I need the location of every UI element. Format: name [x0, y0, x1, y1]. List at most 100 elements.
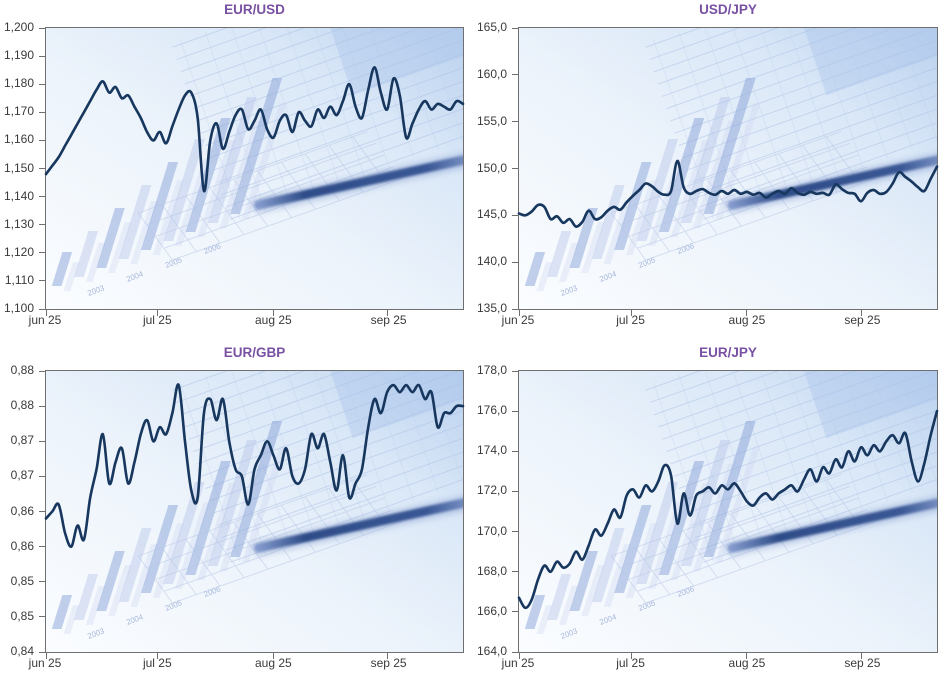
y-axis-tick-label: 1,160: [3, 132, 34, 147]
x-axis-tick-mark: [746, 653, 748, 659]
y-axis-tick-mark: [39, 139, 45, 141]
x-axis-tick-mark: [861, 310, 863, 316]
y-axis-tick-mark: [512, 370, 518, 372]
y-axis-tick-label: 0,88: [10, 363, 34, 377]
x-axis-tick-mark: [45, 653, 47, 659]
price-line: [517, 159, 939, 228]
y-axis-labels: 178,0 176,0 174,0 172,0 170,0 168,0 166,0 164,0: [473, 363, 514, 658]
y-axis-tick-label: 0,86: [10, 503, 34, 518]
x-axis-tick-mark: [518, 310, 520, 316]
y-axis-tick-label: 160,0: [476, 66, 507, 81]
y-axis-tick-mark: [39, 546, 45, 548]
y-axis-labels: 0,88 0,88 0,87 0,87 0,86 0,86 0,85 0,85 0,84: [0, 363, 41, 658]
y-axis-tick-label: 1,120: [3, 244, 34, 259]
y-axis-tick-label: 165,0: [476, 20, 507, 34]
x-axis-tick-mark: [630, 310, 632, 316]
y-axis-tick-label: 0,87: [10, 433, 34, 448]
plot-area: 2003 2004 2005 2006: [39, 370, 465, 659]
y-axis-tick-mark: [39, 83, 45, 85]
y-axis-tick-mark: [512, 214, 518, 216]
chart-panel-eur-jpy: EUR/JPY 178,0 176,0 174,0 172,0 170,0 168,0 16…: [473, 343, 947, 687]
x-axis-tick-label: sep 25: [370, 656, 407, 670]
x-axis-tick-label: aug 25: [728, 656, 766, 670]
x-axis-tick-mark: [387, 310, 389, 316]
x-axis-tick-label: jun 25: [28, 656, 62, 670]
watermark-finance-photo: 2003 2004 2005 2006: [46, 28, 463, 309]
y-axis-tick-mark: [512, 531, 518, 533]
x-axis-tick-label: jul 25: [142, 313, 172, 327]
y-axis-tick-mark: [512, 27, 518, 29]
y-axis-tick-label: 164,0: [476, 644, 507, 658]
y-axis-tick-label: 1,140: [3, 188, 34, 203]
y-axis-tick-label: 135,0: [476, 301, 507, 315]
y-axis-tick-mark: [39, 475, 45, 477]
y-axis-tick-mark: [39, 280, 45, 282]
y-axis-tick-label: 140,0: [476, 254, 507, 269]
y-axis-labels: 1,200 1,190 1,180 1,170 1,160 1,150 1,140 1,130…: [0, 20, 41, 315]
y-axis-tick-mark: [512, 308, 518, 310]
y-axis-tick-label: 176,0: [476, 403, 507, 418]
y-axis-tick-label: 150,0: [476, 160, 507, 175]
y-axis-tick-mark: [39, 405, 45, 407]
y-axis-tick-label: 174,0: [476, 443, 507, 458]
y-axis-tick-mark: [512, 261, 518, 263]
y-axis-tick-mark: [39, 168, 45, 169]
x-axis-tick-mark: [272, 653, 274, 659]
x-axis-tick-label: jun 25: [28, 313, 62, 327]
y-axis-tick-label: 155,0: [476, 113, 507, 128]
price-line: [44, 383, 465, 548]
y-axis-tick-mark: [39, 511, 45, 512]
chart-panel-usd-jpy: USD/JPY 165,0 160,0 155,0 150,0 145,0 140,0 13…: [473, 0, 947, 343]
x-axis-tick-label: jun 25: [501, 313, 535, 327]
y-axis-tick-mark: [39, 224, 45, 226]
y-axis-tick-label: 1,100: [3, 301, 34, 315]
y-axis-tick-label: 1,130: [3, 216, 34, 231]
x-axis-tick-mark: [387, 653, 389, 659]
y-axis-tick-mark: [39, 651, 45, 653]
x-axis-tick-label: aug 25: [254, 656, 292, 670]
y-axis-tick-label: 145,0: [476, 207, 507, 222]
y-axis-tick-label: 1,170: [3, 104, 34, 119]
x-axis-tick-mark: [746, 310, 748, 316]
y-axis-tick-mark: [39, 440, 45, 442]
price-line: [44, 65, 465, 193]
x-axis-tick-label: jun 25: [501, 656, 535, 670]
x-axis-tick-label: jul 25: [142, 656, 172, 670]
y-axis-tick-mark: [512, 74, 518, 76]
plot-area: 2003 2004 2005 2006: [512, 27, 939, 316]
y-axis-tick-label: 0,86: [10, 538, 34, 553]
y-axis-tick-mark: [512, 450, 518, 452]
x-axis-tick-label: sep 25: [844, 656, 881, 670]
y-axis-tick-label: 168,0: [476, 563, 507, 578]
x-axis-labels: jun 25 jul 25 aug 25 sep 25: [29, 656, 464, 674]
x-axis-tick-mark: [518, 653, 520, 659]
y-axis-tick-mark: [512, 611, 518, 613]
plot-area: 2003 2004 2005 2006: [512, 370, 939, 659]
y-axis-tick-mark: [39, 616, 45, 618]
y-axis-tick-mark: [512, 651, 518, 653]
y-axis-tick-label: 1,200: [3, 20, 34, 34]
y-axis-tick-label: 1,180: [3, 76, 34, 91]
chart-title-eur-jpy: EUR/JPY: [699, 345, 757, 360]
y-axis-tick-label: 0,87: [10, 468, 34, 483]
y-axis-tick-label: 178,0: [476, 363, 507, 377]
x-axis-tick-label: aug 25: [254, 313, 292, 327]
y-axis-tick-label: 1,110: [4, 272, 34, 287]
y-axis-tick-mark: [39, 252, 45, 254]
y-axis-tick-mark: [39, 308, 45, 310]
x-axis-labels: jun 25 jul 25 aug 25 sep 25: [502, 313, 938, 331]
y-axis-tick-mark: [512, 121, 518, 123]
y-axis-tick-label: 0,85: [10, 608, 34, 623]
y-axis-tick-label: 0,85: [10, 573, 34, 588]
y-axis-tick-mark: [39, 55, 45, 57]
x-axis-tick-label: aug 25: [728, 313, 766, 327]
y-axis-tick-label: 166,0: [476, 603, 507, 618]
y-axis-tick-label: 172,0: [476, 483, 507, 498]
y-axis-tick-mark: [39, 111, 45, 113]
chart-title-eur-usd: EUR/USD: [224, 2, 285, 17]
x-axis-tick-label: jul 25: [616, 313, 645, 327]
x-axis-tick-mark: [272, 310, 274, 316]
price-line: [517, 409, 939, 610]
y-axis-tick-mark: [512, 168, 518, 169]
